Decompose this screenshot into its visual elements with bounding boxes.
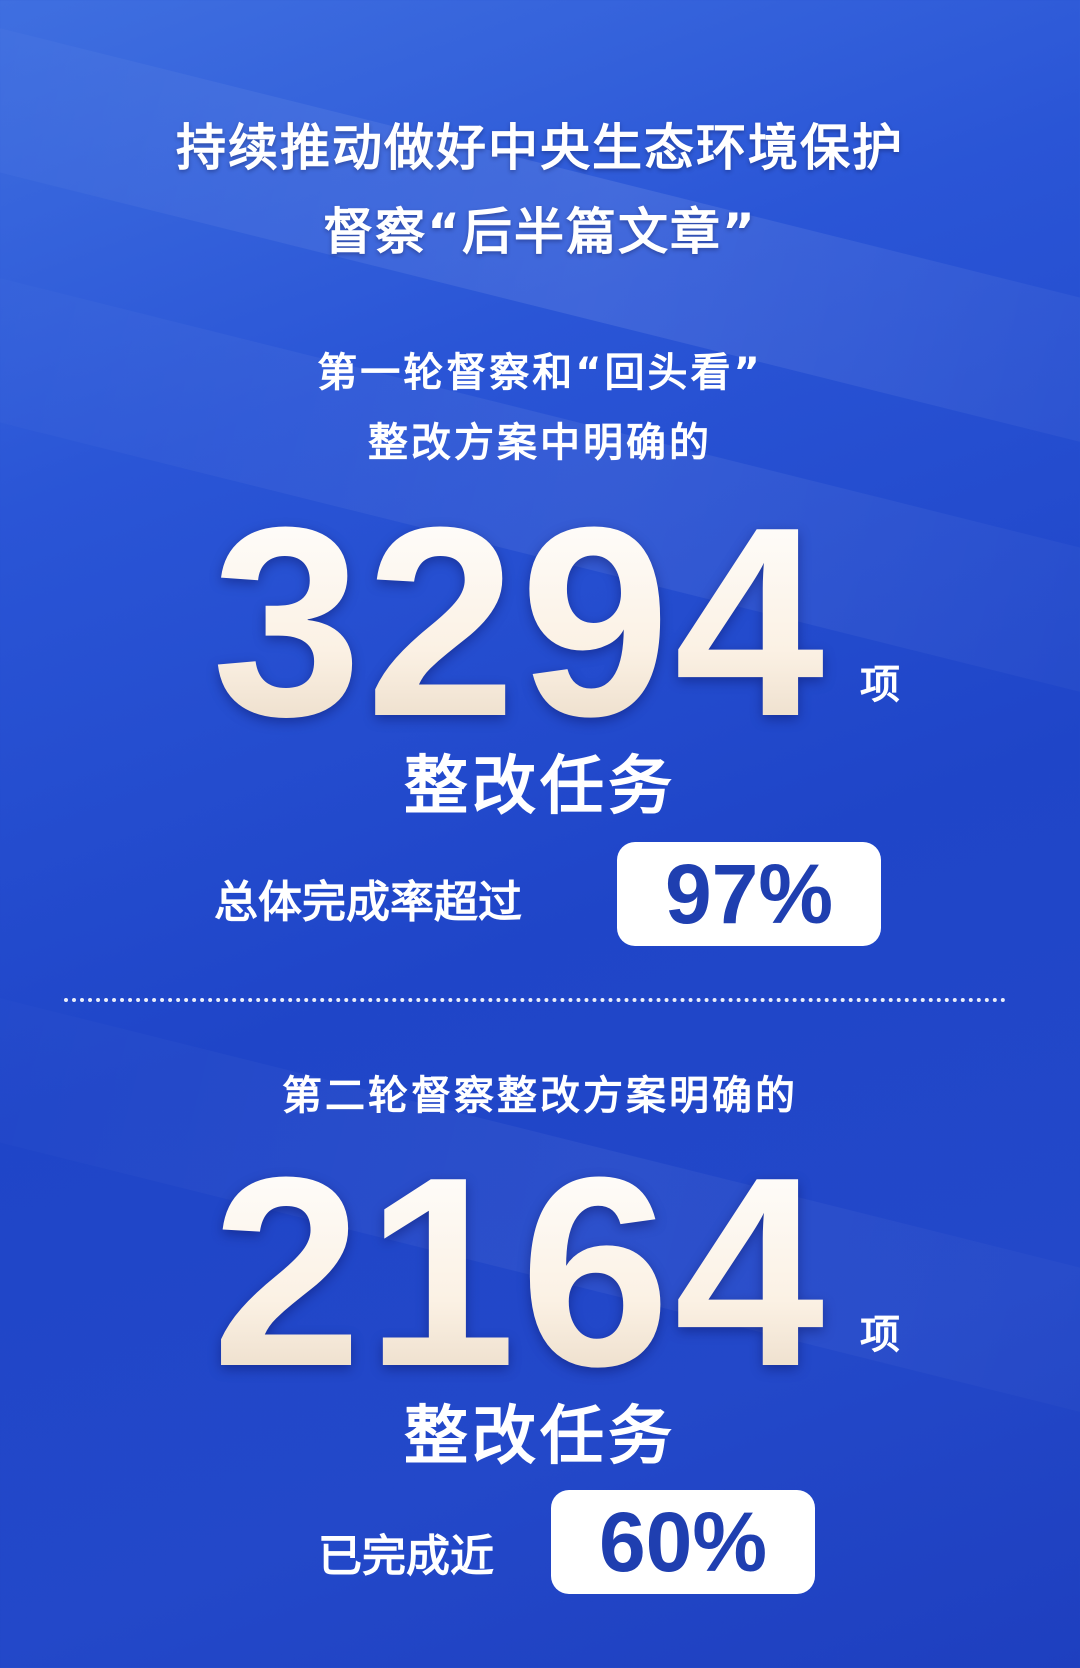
section1-unit: 项 (860, 662, 900, 708)
section1-intro-line-1: 第一轮督察和“回头看” (317, 350, 763, 396)
divider (64, 998, 1006, 1002)
section1-rate-value: 97% (664, 846, 834, 941)
section2-number: 2164 (0, 1138, 1060, 1408)
section1-task-label: 整改任务 (404, 750, 676, 824)
section1-intro-line-2: 整改方案中明确的 (368, 420, 712, 466)
section1-rate-badge: 97% (617, 842, 881, 946)
title-line-2: 督察“后半篇文章” (323, 203, 757, 261)
section2-rate-badge: 60% (551, 1490, 815, 1594)
section1-rate-label: 总体完成率超过 (214, 877, 522, 928)
section2-intro: 第二轮督察整改方案明确的 (282, 1073, 798, 1119)
section2-rate-value: 60% (598, 1494, 768, 1589)
section2-task-label: 整改任务 (404, 1400, 676, 1474)
section1-number: 3294 (0, 488, 1060, 758)
section2-unit: 项 (860, 1312, 900, 1358)
title-line-1: 持续推动做好中央生态环境保护 (176, 119, 904, 177)
section2-rate-label: 已完成近 (318, 1531, 494, 1582)
